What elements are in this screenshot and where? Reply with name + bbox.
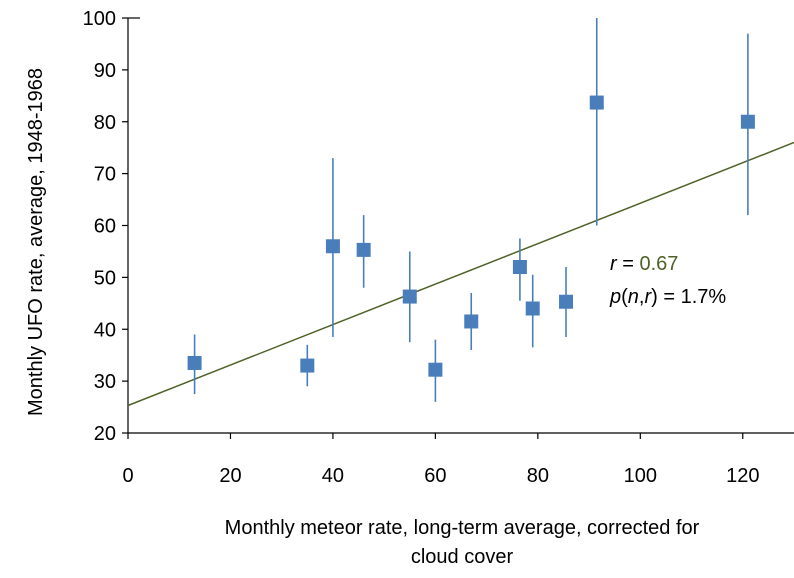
y-axis-title: Monthly UFO rate, average, 1948-1968 <box>25 68 47 416</box>
y-tick-label: 80 <box>94 112 116 134</box>
x-tick-label: 60 <box>424 465 446 487</box>
y-tick-label: 50 <box>94 267 116 289</box>
data-point <box>464 314 479 329</box>
x-tick-label: 0 <box>122 465 133 487</box>
data-point <box>589 95 604 110</box>
y-tick-label: 40 <box>94 319 116 341</box>
x-tick-label: 40 <box>322 465 344 487</box>
data-point <box>428 362 443 377</box>
r-symbol-2: r <box>644 286 652 308</box>
x-tick-label: 120 <box>726 465 759 487</box>
data-point <box>356 242 371 257</box>
p-value-annotation: p(n,r) = 1.7% <box>609 286 726 308</box>
data-point <box>525 301 540 316</box>
data-point <box>512 260 527 274</box>
y-tick-label: 20 <box>94 423 116 445</box>
p-paren-open: ( <box>621 286 628 308</box>
y-tick-label: 70 <box>94 164 116 186</box>
data-point <box>740 114 755 129</box>
r-symbol: r <box>610 253 618 275</box>
data-point <box>402 289 417 304</box>
axes: 20 30 40 50 60 70 80 90 100 0 20 40 60 80 100 120 <box>83 8 794 487</box>
data-point <box>559 294 574 309</box>
y-tick-label: 30 <box>94 371 116 393</box>
y-tick-label: 100 <box>83 8 116 30</box>
x-tick-label: 20 <box>219 465 241 487</box>
p-paren-close: ) <box>651 286 658 308</box>
x-axis-title-line-1: Monthly meteor rate, long-term average, … <box>225 517 700 539</box>
y-tick-label: 90 <box>94 60 116 82</box>
data-point <box>300 358 315 373</box>
r-equals: = <box>617 253 640 275</box>
n-symbol: n <box>628 286 639 308</box>
data-points-layer <box>187 18 755 402</box>
r-value: 0.67 <box>639 253 678 275</box>
x-tick-label: 80 <box>527 465 549 487</box>
p-symbol: p <box>609 286 621 308</box>
trendline-layer <box>127 141 794 407</box>
trendline <box>127 141 794 407</box>
data-point <box>187 355 202 370</box>
data-point <box>325 239 340 254</box>
p-comma: , <box>639 286 645 308</box>
p-value: = 1.7% <box>658 286 727 308</box>
y-tick-label: 60 <box>94 216 116 238</box>
correlation-annotation: r = 0.67 <box>610 253 678 275</box>
x-tick-label: 100 <box>624 465 657 487</box>
x-axis-title-line-2: cloud cover <box>411 546 514 568</box>
